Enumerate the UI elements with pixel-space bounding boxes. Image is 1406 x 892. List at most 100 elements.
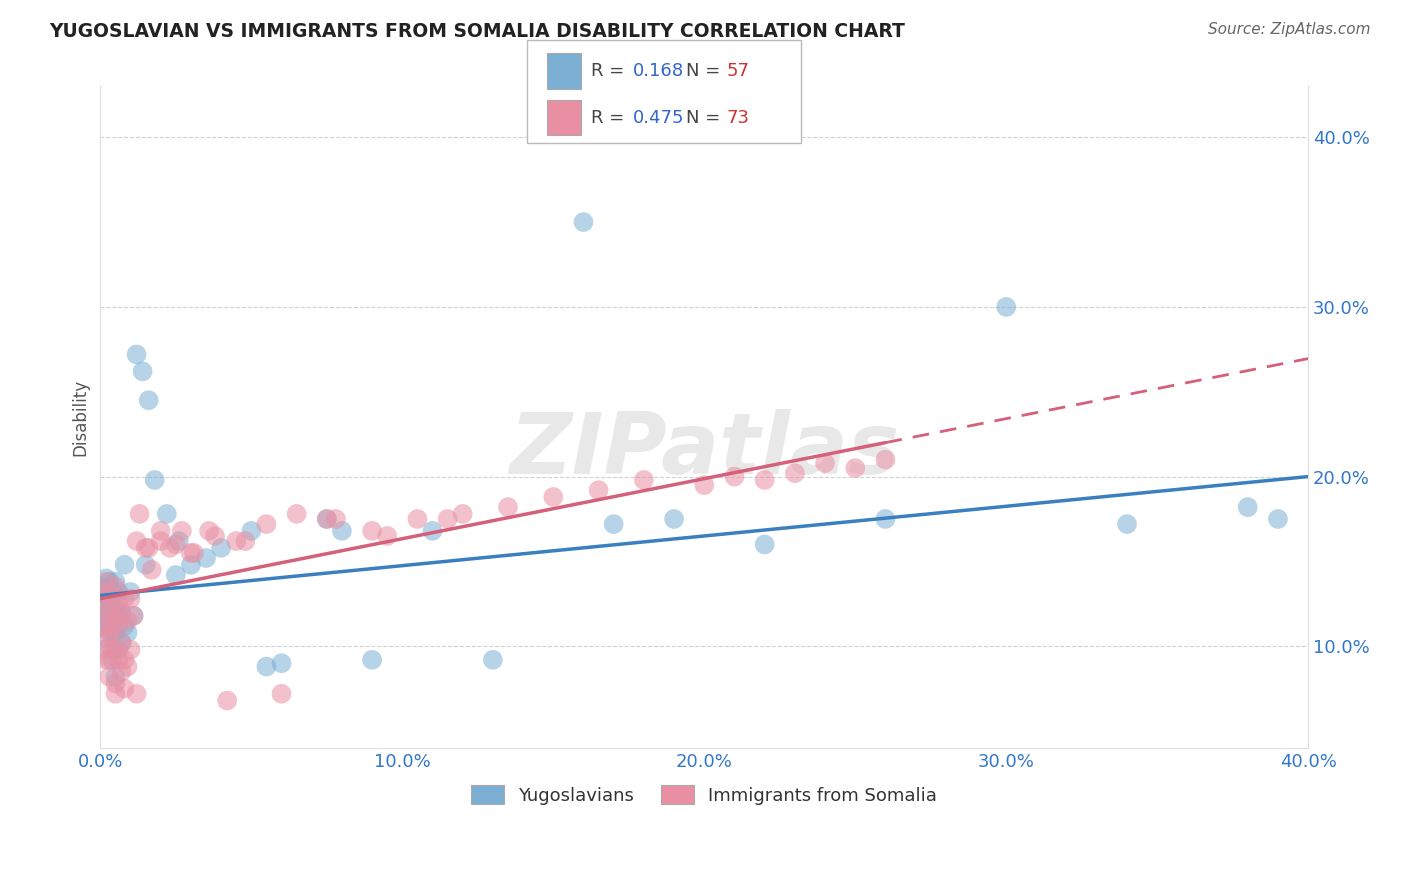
Point (110, 605, 132, 619)
Point (195, 551, 218, 566)
Point (117, 614, 139, 628)
Point (104, 676, 127, 690)
Text: YUGOSLAVIAN VS IMMIGRANTS FROM SOMALIA DISABILITY CORRELATION CHART: YUGOSLAVIAN VS IMMIGRANTS FROM SOMALIA D… (49, 22, 905, 41)
Point (325, 512, 347, 526)
Point (96, 571, 118, 585)
Point (361, 653, 384, 667)
Point (225, 534, 247, 549)
Point (114, 681, 136, 696)
Point (240, 524, 263, 538)
Point (125, 687, 148, 701)
Point (104, 625, 127, 640)
Point (138, 541, 160, 555)
Point (96, 653, 118, 667)
Point (482, 653, 505, 667)
Point (104, 602, 127, 616)
Point (159, 541, 181, 555)
Point (104, 580, 127, 594)
Text: 57: 57 (727, 62, 749, 79)
Point (844, 461, 866, 475)
Point (98, 639, 121, 653)
Point (1267, 512, 1289, 526)
Point (98, 614, 121, 628)
Text: N =: N = (686, 62, 725, 79)
Point (270, 687, 292, 701)
Point (165, 568, 187, 582)
Point (101, 608, 124, 623)
Point (135, 541, 157, 555)
Text: 0.475: 0.475 (633, 109, 685, 127)
Point (96, 631, 118, 645)
Point (315, 512, 337, 526)
Point (114, 591, 136, 606)
Point (101, 588, 124, 602)
Point (451, 507, 474, 521)
Point (141, 563, 163, 577)
Point (217, 693, 239, 707)
Point (149, 534, 172, 549)
Point (285, 507, 308, 521)
Point (995, 300, 1018, 314)
Point (436, 512, 458, 526)
Point (122, 608, 145, 623)
Point (1236, 500, 1258, 515)
Point (375, 529, 398, 543)
Point (107, 585, 129, 599)
Text: ZIPatlas: ZIPatlas (509, 409, 900, 491)
Point (1116, 517, 1139, 532)
Point (96, 605, 118, 619)
Point (107, 653, 129, 667)
Point (98, 602, 121, 616)
Text: 0.168: 0.168 (633, 62, 683, 79)
Point (98, 597, 121, 611)
Text: Source: ZipAtlas.com: Source: ZipAtlas.com (1208, 22, 1371, 37)
Point (170, 524, 193, 538)
Point (183, 546, 205, 560)
Point (209, 541, 232, 555)
Point (361, 524, 384, 538)
Text: N =: N = (686, 109, 725, 127)
Point (120, 585, 142, 599)
Point (104, 574, 127, 589)
Point (198, 524, 221, 538)
Point (107, 642, 129, 657)
Point (98, 574, 121, 589)
Point (101, 585, 124, 599)
Point (101, 642, 124, 657)
Point (875, 452, 897, 467)
Point (104, 687, 127, 701)
Point (104, 608, 127, 623)
Point (138, 393, 160, 408)
Legend: Yugoslavians, Immigrants from Somalia: Yugoslavians, Immigrants from Somalia (464, 778, 945, 812)
Point (315, 512, 337, 526)
Point (96, 622, 118, 636)
Point (633, 473, 655, 487)
Point (98, 670, 121, 684)
Point (98, 625, 121, 640)
Point (723, 469, 745, 483)
Point (117, 659, 139, 673)
Point (131, 364, 153, 378)
Text: 73: 73 (727, 109, 749, 127)
Point (254, 517, 277, 532)
Point (93, 619, 115, 633)
Point (89, 585, 111, 599)
Point (156, 507, 179, 521)
Point (406, 512, 429, 526)
Point (754, 537, 776, 551)
Point (98, 653, 121, 667)
Point (233, 534, 256, 549)
Point (330, 524, 353, 538)
Point (588, 483, 610, 497)
Point (422, 524, 444, 538)
Point (543, 490, 565, 504)
Point (104, 670, 127, 684)
Y-axis label: Disability: Disability (72, 378, 89, 456)
Point (93, 614, 115, 628)
Point (204, 529, 226, 543)
Point (167, 534, 190, 549)
Point (101, 619, 124, 633)
Point (572, 215, 595, 229)
Point (107, 608, 129, 623)
Point (101, 625, 124, 640)
